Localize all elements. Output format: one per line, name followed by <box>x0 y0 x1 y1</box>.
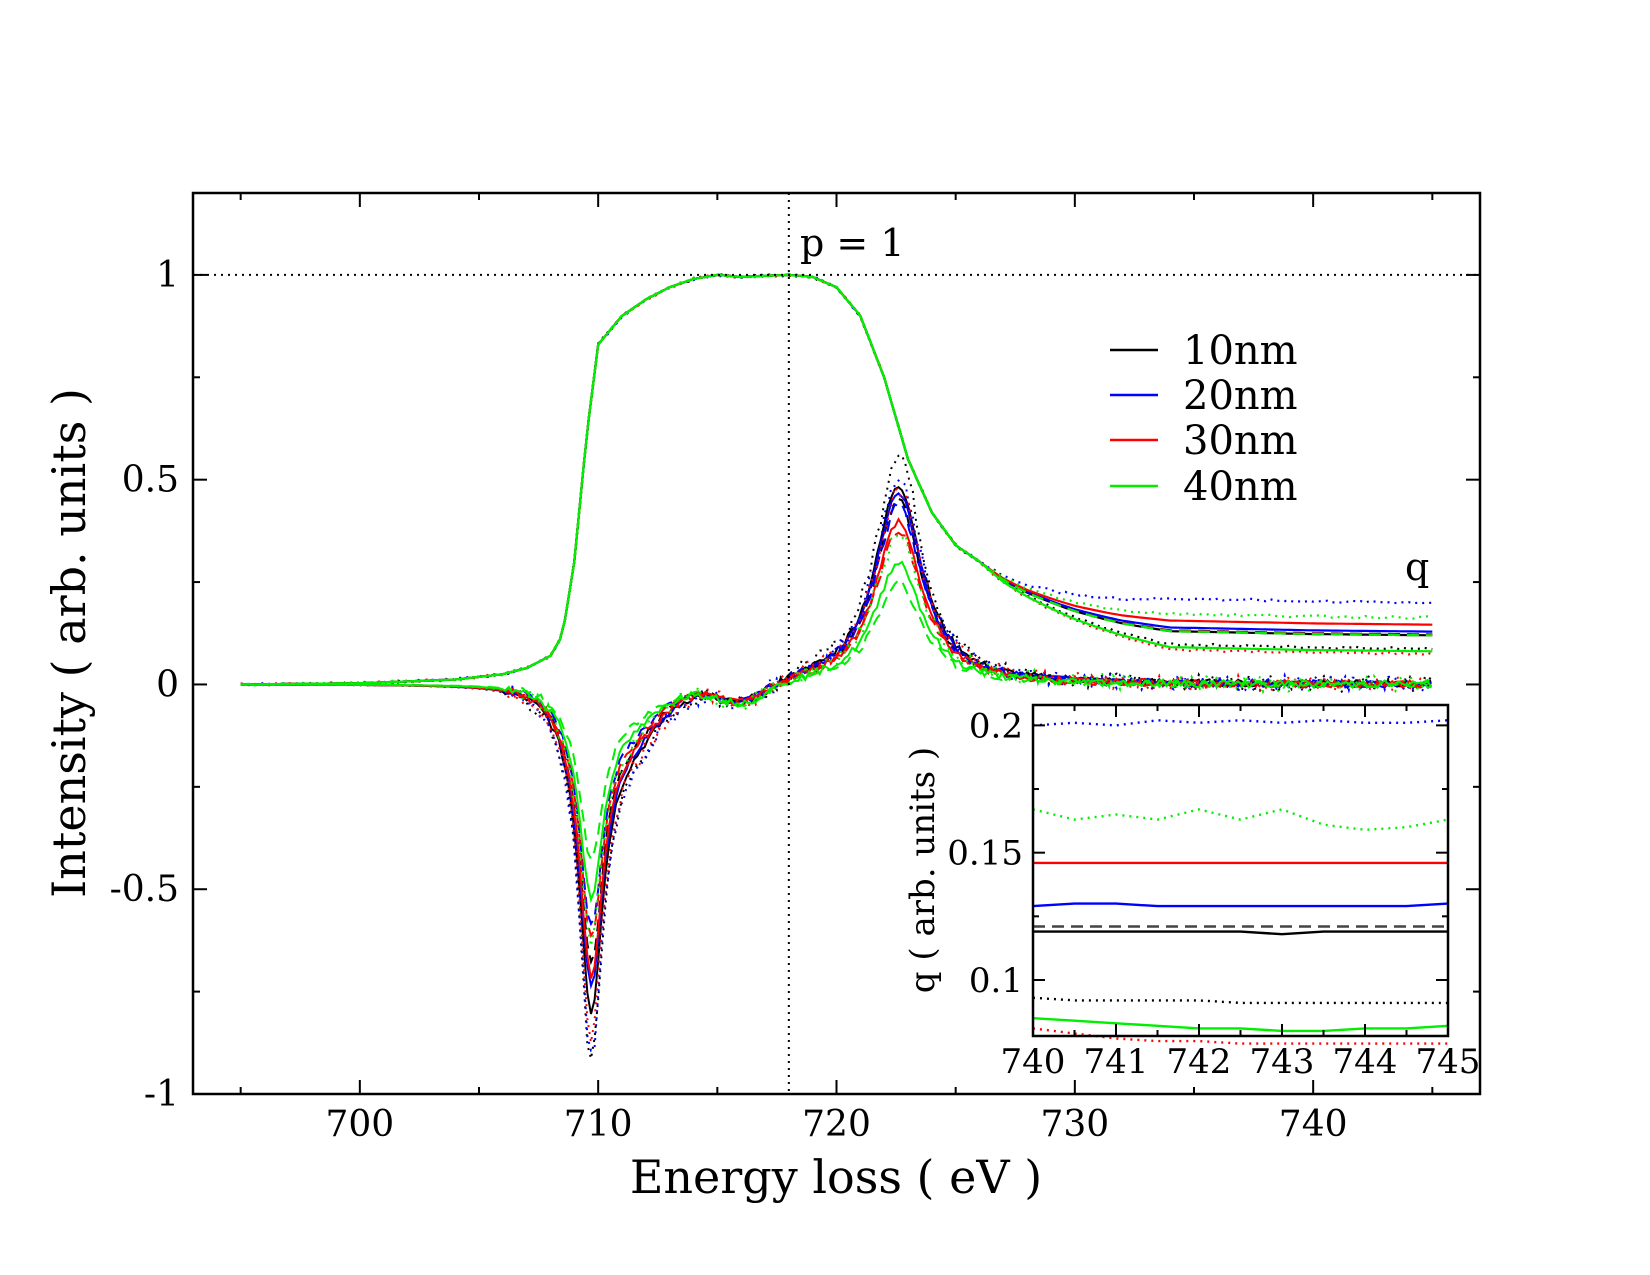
inset-x-tick-label: 741 <box>1084 1042 1149 1082</box>
legend-label-30nm: 30nm <box>1183 418 1298 464</box>
inset-x-tick-labels: 740 741 742 743 744 745 <box>1001 1042 1481 1082</box>
inset-x-tick-label: 743 <box>1250 1042 1315 1082</box>
inset-background <box>1033 705 1448 1036</box>
inset-series-10nm-solid <box>1033 930 1448 936</box>
inset-y-tick-label: 0.1 <box>969 961 1023 1001</box>
dichroic-curve-40nm-dashed <box>240 579 1432 862</box>
y-tick-label: 0.5 <box>122 460 179 501</box>
p-annotation: p = 1 <box>800 221 905 265</box>
main-ticks <box>193 193 1480 1095</box>
inset-series-40nm-solid <box>1032 1017 1449 1033</box>
inset-ticks <box>1032 705 1449 1036</box>
dichroic-curve-30nm-dotted <box>240 484 1432 1043</box>
x-tick-label: 730 <box>1040 1104 1109 1145</box>
y-tick-label: -1 <box>144 1074 179 1115</box>
x-tick-label: 740 <box>1279 1104 1348 1145</box>
inset-series-40nm-dotted <box>1032 808 1449 832</box>
x-tick-label: 710 <box>564 1104 633 1145</box>
legend-label-20nm: 20nm <box>1183 373 1298 419</box>
y-tick-label: 1 <box>156 255 179 296</box>
y-tick-label: -0.5 <box>110 869 179 910</box>
main-series-group <box>240 272 1433 1059</box>
legend-label-10nm: 10nm <box>1183 328 1298 374</box>
x-axis-title: Energy loss ( eV ) <box>630 1150 1042 1204</box>
inset-y-axis-title: q ( arb. units ) <box>903 747 943 993</box>
edge-curve-40nm-dashed <box>240 273 1433 686</box>
inset-plot: 740 741 742 743 744 745 0.1 0.15 0.2 q ( arb. u… <box>903 703 1481 1082</box>
q-annotation: q <box>1405 545 1429 589</box>
inset-x-tick-label: 744 <box>1333 1042 1398 1082</box>
main-reference-lines <box>193 193 1480 1094</box>
inset-x-tick-label: 742 <box>1167 1042 1232 1082</box>
inset-x-tick-label: 745 <box>1416 1042 1481 1082</box>
y-tick-label: 0 <box>156 664 179 705</box>
main-y-tick-labels: -1 -0.5 0 0.5 1 <box>110 255 179 1115</box>
inset-series-20nm-solid <box>1032 902 1449 908</box>
dichroic-curve-20nm-dotted <box>240 479 1432 1053</box>
x-tick-label: 720 <box>802 1104 871 1145</box>
inset-x-tick-label: 740 <box>1001 1042 1066 1082</box>
x-tick-label: 700 <box>325 1104 394 1145</box>
inset-y-tick-label: 0.15 <box>947 834 1023 874</box>
legend: 10nm 20nm 30nm 40nm <box>1110 328 1298 510</box>
inset-y-tick-label: 0.2 <box>969 706 1023 746</box>
inset-y-tick-labels: 0.1 0.15 0.2 <box>947 706 1023 1001</box>
y-axis-title: Intensity ( arb. units ) <box>42 388 96 898</box>
legend-label-40nm: 40nm <box>1183 464 1298 510</box>
inset-series-group <box>1032 719 1449 1045</box>
main-x-tick-labels: 700 710 720 730 740 <box>325 1104 1347 1145</box>
main-plot: 700 710 720 730 740 -1 -0.5 0 0.5 1 Energy loss … <box>42 191 1482 1204</box>
